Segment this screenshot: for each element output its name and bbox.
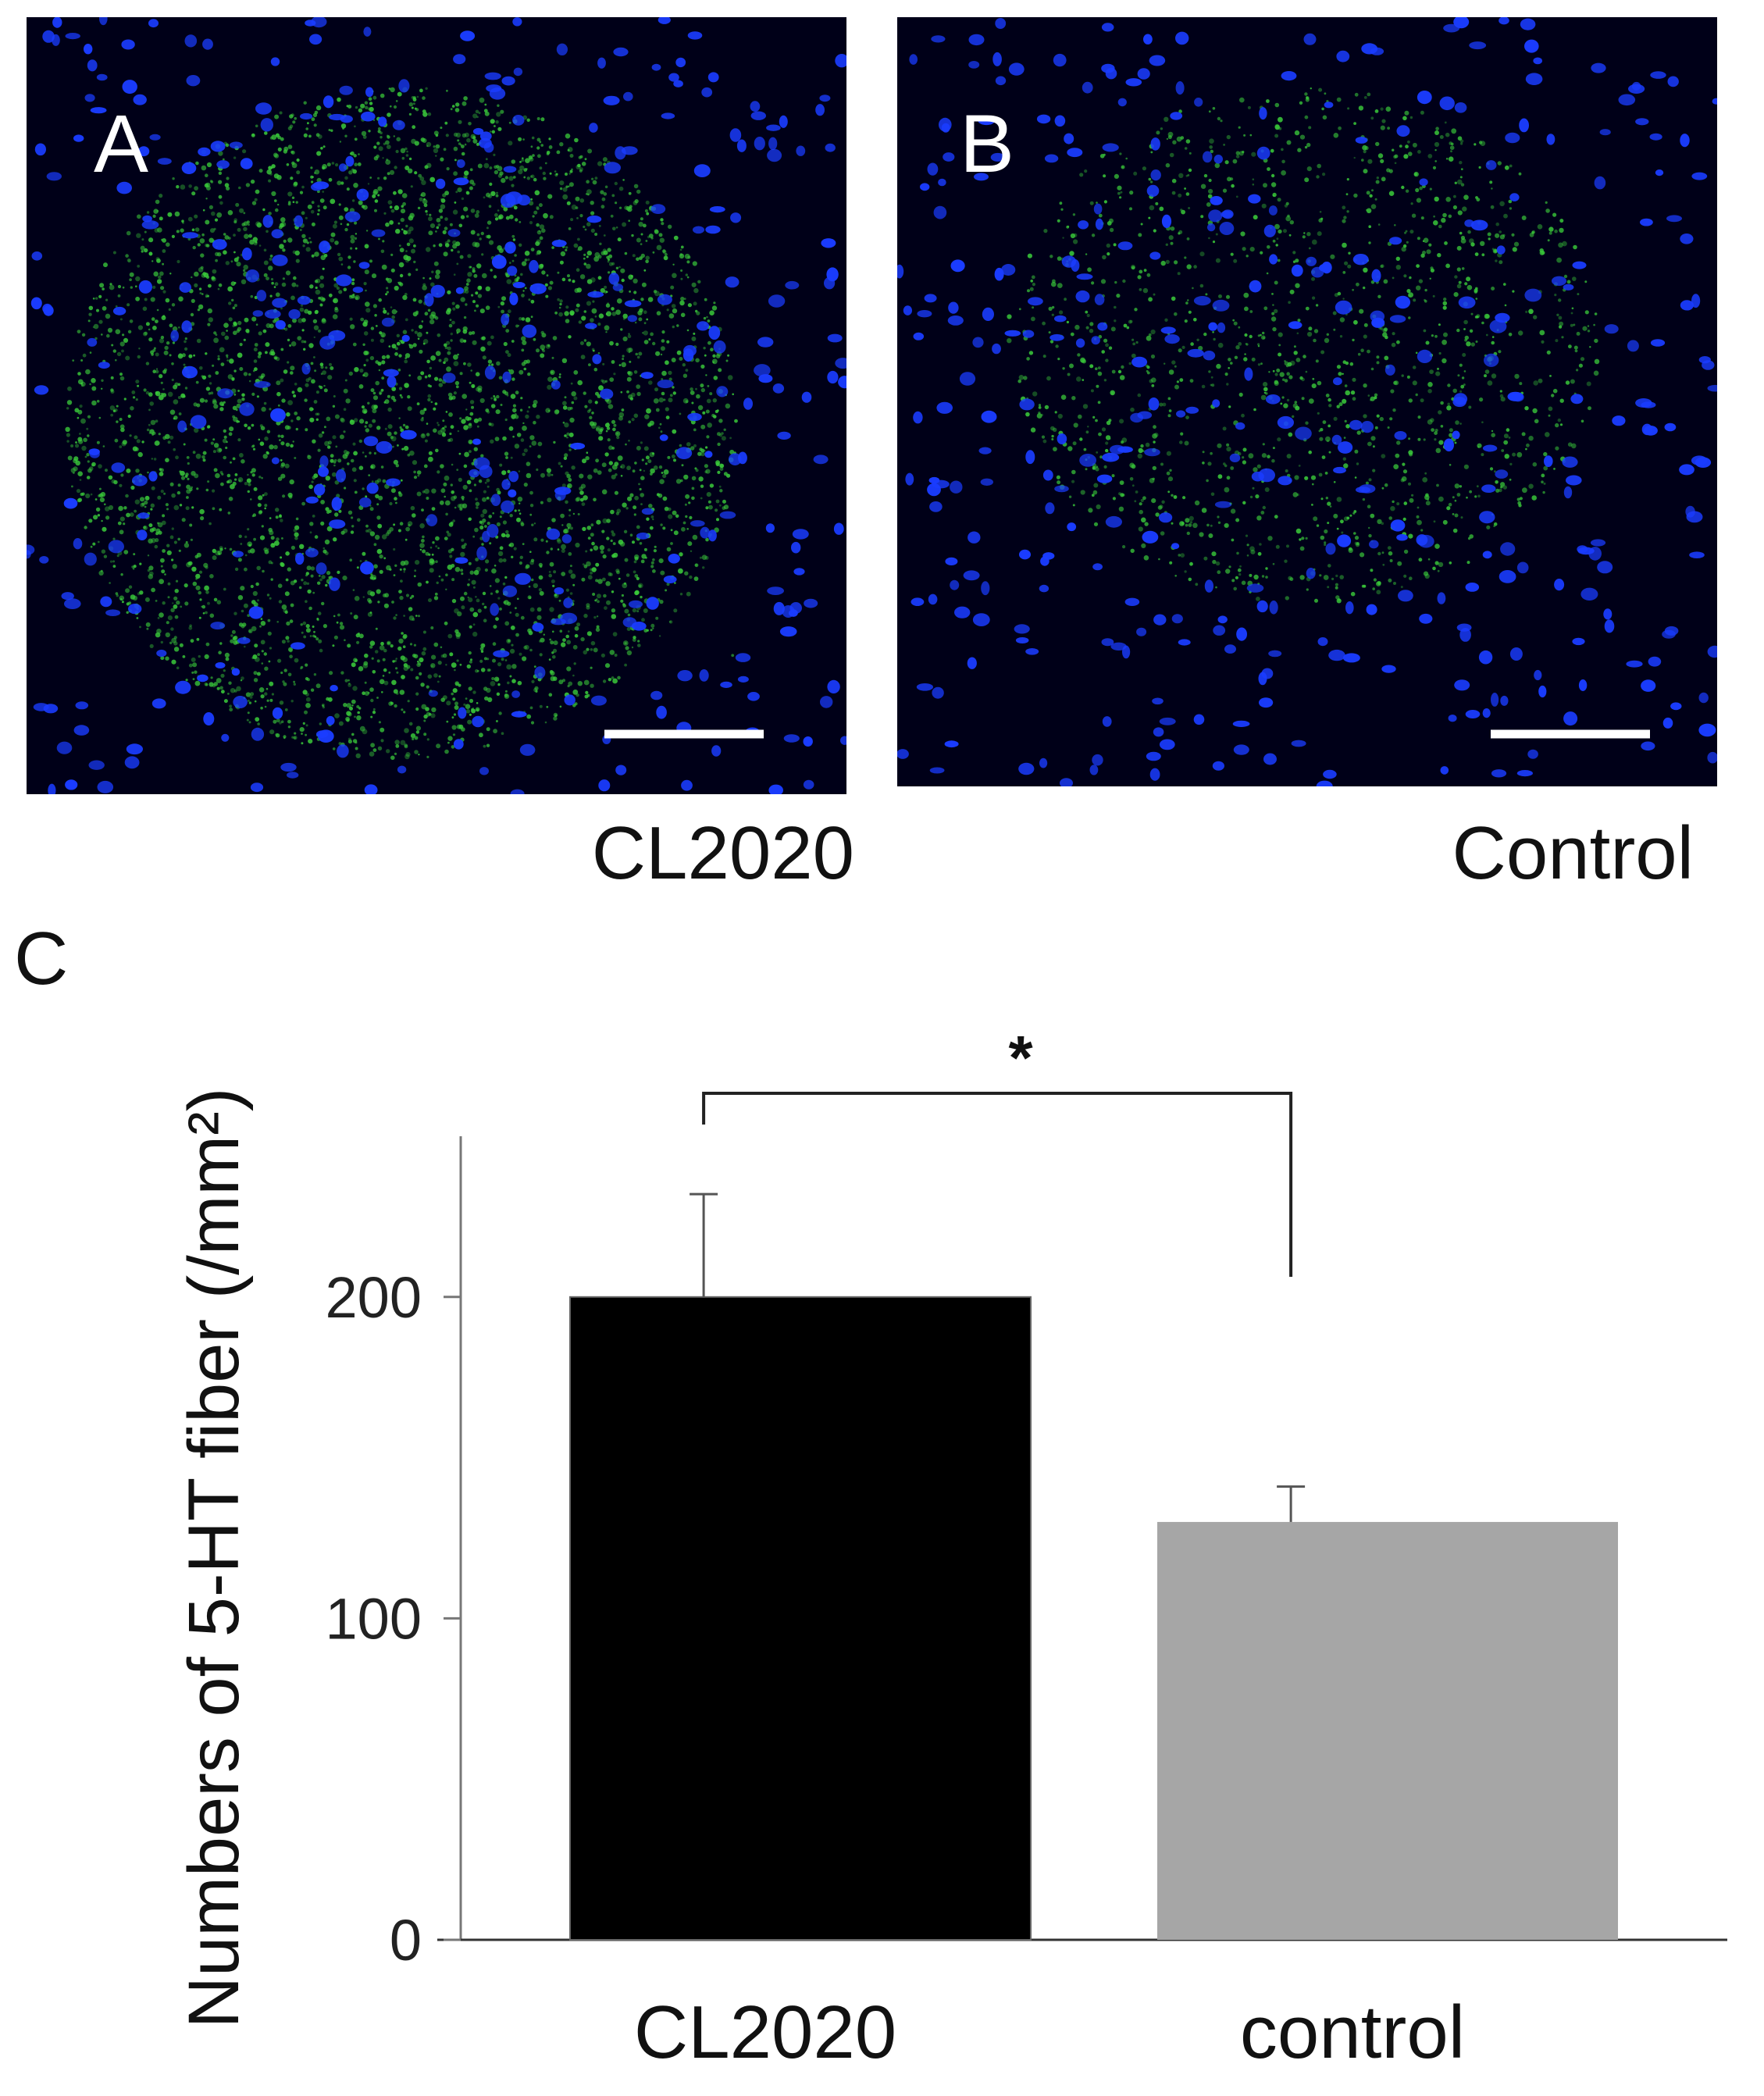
- bar-cl2020: [569, 1296, 1032, 1941]
- y-tick-label: 0: [390, 1908, 422, 1973]
- panel-letter-c: C: [14, 917, 69, 1000]
- micrograph-a-image: [27, 17, 846, 794]
- caption-a: CL2020: [591, 811, 854, 895]
- panel-letter-b: B: [960, 98, 1015, 190]
- micrograph-panel-a: A: [27, 17, 846, 794]
- panel-letter-a: A: [94, 98, 149, 190]
- micrograph-b-image: [897, 17, 1717, 786]
- y-tick-label: 200: [326, 1265, 422, 1330]
- caption-b: Control: [1452, 811, 1694, 895]
- significance-star: *: [1009, 1023, 1034, 1093]
- bar-chart: Numbers of 5-HT fiber (/mm²) 0 100 200 CL2…: [174, 1023, 1727, 2074]
- x-tick-label-cl2020: CL2020: [634, 1991, 896, 2074]
- x-tick-label-control: control: [1240, 1991, 1465, 2074]
- bar-control: [1157, 1521, 1618, 1940]
- micrograph-panel-b: B: [897, 17, 1717, 786]
- significance-bracket: [702, 1092, 1293, 1277]
- y-tick-label: 100: [326, 1586, 422, 1651]
- y-axis-label: Numbers of 5-HT fiber (/mm²): [174, 1088, 254, 2029]
